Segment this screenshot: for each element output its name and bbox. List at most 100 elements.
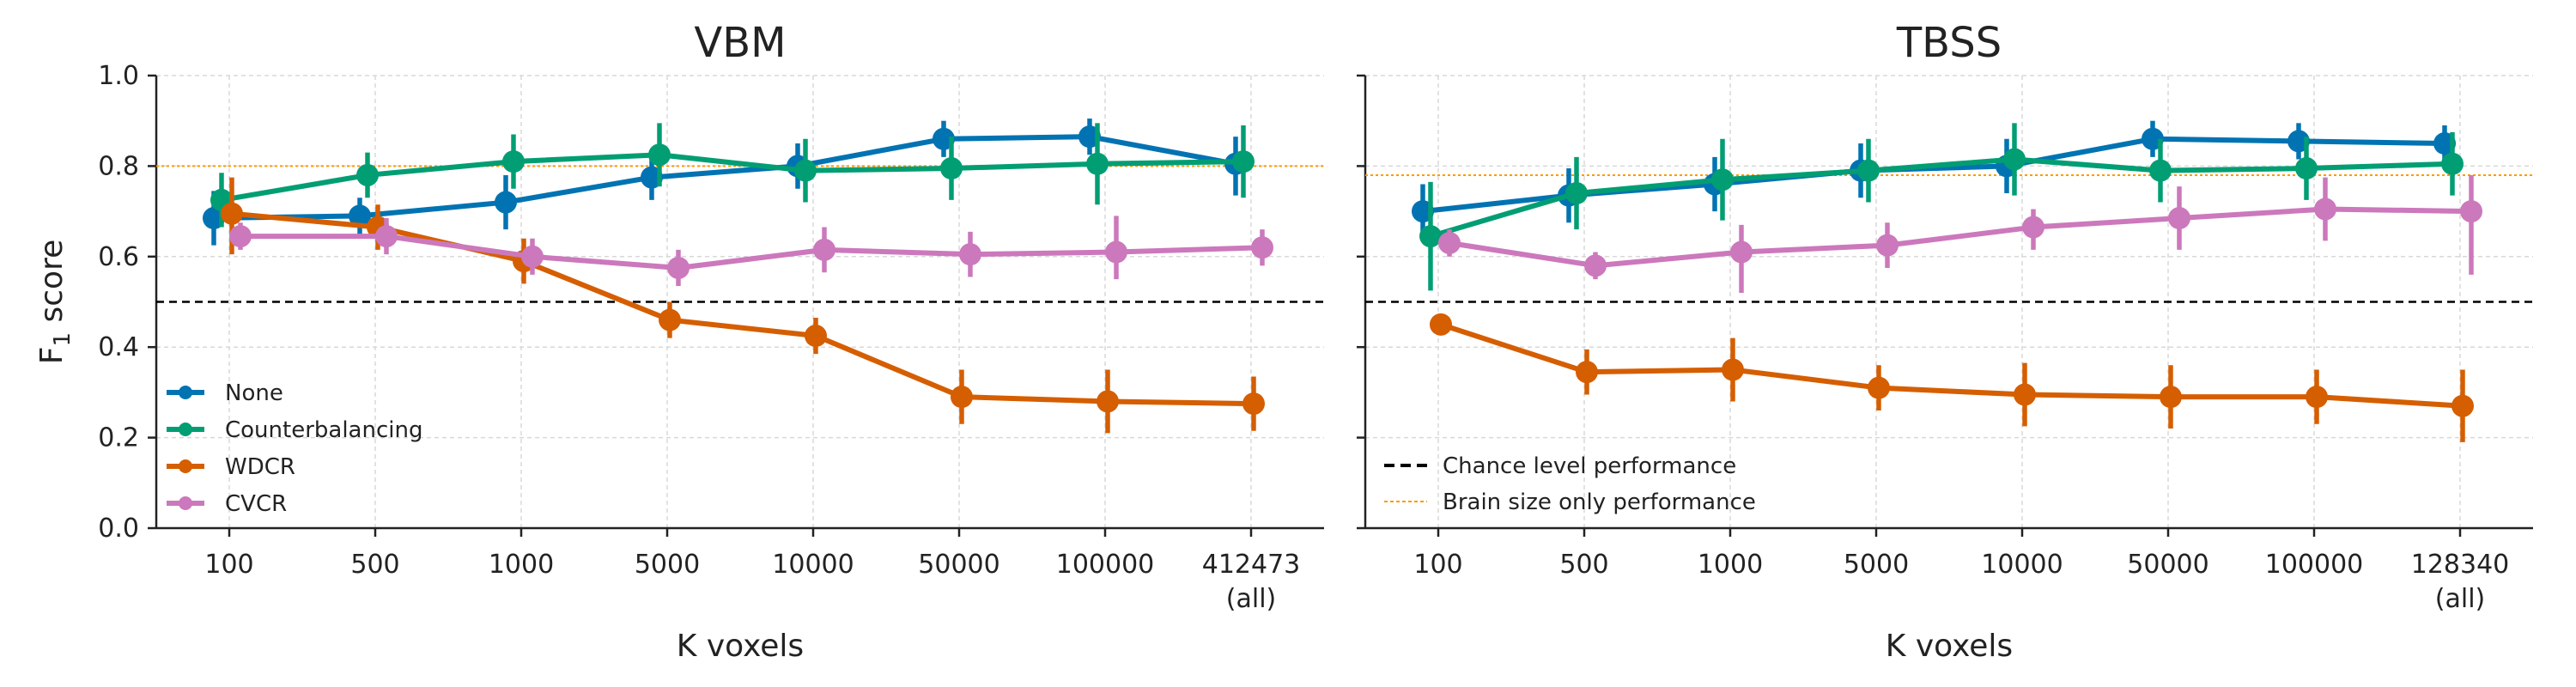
legend-marker	[179, 386, 192, 399]
series-wdcr	[221, 177, 1265, 434]
x-tick-label: 100000	[1056, 550, 1155, 580]
data-point	[813, 238, 835, 261]
legend-marker	[179, 423, 192, 436]
series-line	[1440, 321, 2464, 409]
data-point	[1730, 240, 1753, 264]
y-axis-title-subscript: 1	[50, 332, 76, 347]
data-point	[648, 143, 671, 167]
series-line	[221, 152, 1244, 203]
data-point	[659, 308, 681, 331]
data-point	[2022, 216, 2044, 239]
legend-label: None	[225, 380, 283, 406]
data-point	[1086, 152, 1109, 175]
y-tick-label: 1.0	[98, 61, 139, 91]
x-tick-label: 100	[204, 550, 253, 580]
data-point	[1105, 240, 1127, 264]
data-point	[2460, 200, 2482, 223]
data-point	[805, 325, 827, 348]
series-counterbalancing	[210, 123, 1255, 228]
data-point	[951, 386, 973, 409]
data-point	[1584, 254, 1607, 277]
series-wdcr	[1430, 313, 2474, 442]
legend-label: Chance level performance	[1443, 453, 1736, 479]
x-tick-label: 10000	[772, 550, 854, 580]
data-point	[521, 245, 544, 268]
x-tick-sublabel: (all)	[1226, 584, 1276, 614]
series-none	[1412, 120, 2456, 239]
legend-label: CVCR	[225, 491, 287, 517]
x-tick-label: 412473	[1202, 550, 1301, 580]
data-point	[2441, 152, 2464, 175]
data-point	[1857, 159, 1880, 182]
data-point	[794, 159, 817, 182]
subplot-title: VBM	[694, 19, 786, 67]
x-tick-label: 1000	[489, 550, 554, 580]
series-line	[213, 134, 1236, 222]
series-line	[240, 234, 1263, 271]
data-point	[502, 150, 525, 173]
y-axis-title: F1 score	[34, 240, 76, 364]
x-tick-label: 1000	[1698, 550, 1763, 580]
data-point	[1438, 231, 1461, 254]
data-point	[1251, 236, 1273, 259]
data-point	[2306, 386, 2328, 409]
x-axis-title: K voxels	[677, 629, 804, 664]
data-point	[1565, 182, 1588, 205]
y-tick-label: 0.2	[98, 423, 139, 453]
data-point	[2003, 148, 2026, 171]
data-point	[1232, 150, 1255, 173]
data-point	[667, 256, 690, 279]
x-tick-label: 10000	[1981, 550, 2063, 580]
x-tick-label: 128340	[2411, 550, 2510, 580]
data-point	[1868, 376, 1890, 399]
x-tick-label: 500	[1559, 550, 1608, 580]
subplot-title: TBSS	[1896, 19, 2002, 67]
data-point	[375, 225, 398, 248]
data-point	[1722, 358, 1744, 381]
x-tick-label: 500	[350, 550, 399, 580]
legend-label: WDCR	[225, 454, 295, 480]
data-point	[1576, 361, 1598, 384]
y-tick-label: 0.8	[98, 151, 139, 181]
x-tick-label: 50000	[918, 550, 999, 580]
y-axis-title-main: F	[34, 347, 70, 365]
data-point	[2451, 394, 2474, 417]
data-point	[2160, 386, 2182, 409]
data-point	[959, 243, 981, 266]
series-cvcr	[1438, 174, 2482, 293]
series-cvcr	[229, 216, 1273, 287]
x-tick-label: 50000	[2127, 550, 2208, 580]
subplot-0: 0.0 0.2 0.4 0.6 0.8 1.0 100 500 1000 5000 10000 500…	[34, 19, 1324, 664]
data-point	[2149, 159, 2172, 182]
data-point	[2168, 207, 2190, 230]
x-tick-label: 100000	[2265, 550, 2364, 580]
data-point	[940, 157, 963, 180]
legend-marker	[179, 496, 192, 510]
x-tick-label: 5000	[635, 550, 700, 580]
data-point	[1242, 392, 1265, 416]
data-point	[1430, 313, 1452, 336]
data-point	[1711, 168, 1734, 192]
legend-marker	[179, 459, 192, 473]
data-point	[2014, 383, 2036, 406]
y-axis-title-rest: score	[34, 240, 70, 332]
data-point	[349, 204, 371, 228]
data-point	[356, 163, 379, 186]
x-tick-label: 100	[1413, 550, 1462, 580]
data-point	[1419, 225, 1442, 248]
data-point	[1097, 390, 1119, 413]
data-point	[229, 225, 252, 248]
data-point	[495, 191, 517, 214]
x-tick-label: 5000	[1844, 550, 1909, 580]
y-tick-label: 0.4	[98, 332, 139, 362]
data-point	[221, 202, 243, 225]
series-line	[1430, 156, 2453, 239]
legend-label: Brain size only performance	[1443, 489, 1756, 515]
series-line	[1449, 206, 2472, 269]
series-counterbalancing	[1419, 123, 2464, 291]
data-point	[2295, 157, 2318, 180]
x-tick-sublabel: (all)	[2435, 584, 2485, 614]
series-line	[231, 210, 1255, 407]
data-point	[2314, 198, 2336, 221]
